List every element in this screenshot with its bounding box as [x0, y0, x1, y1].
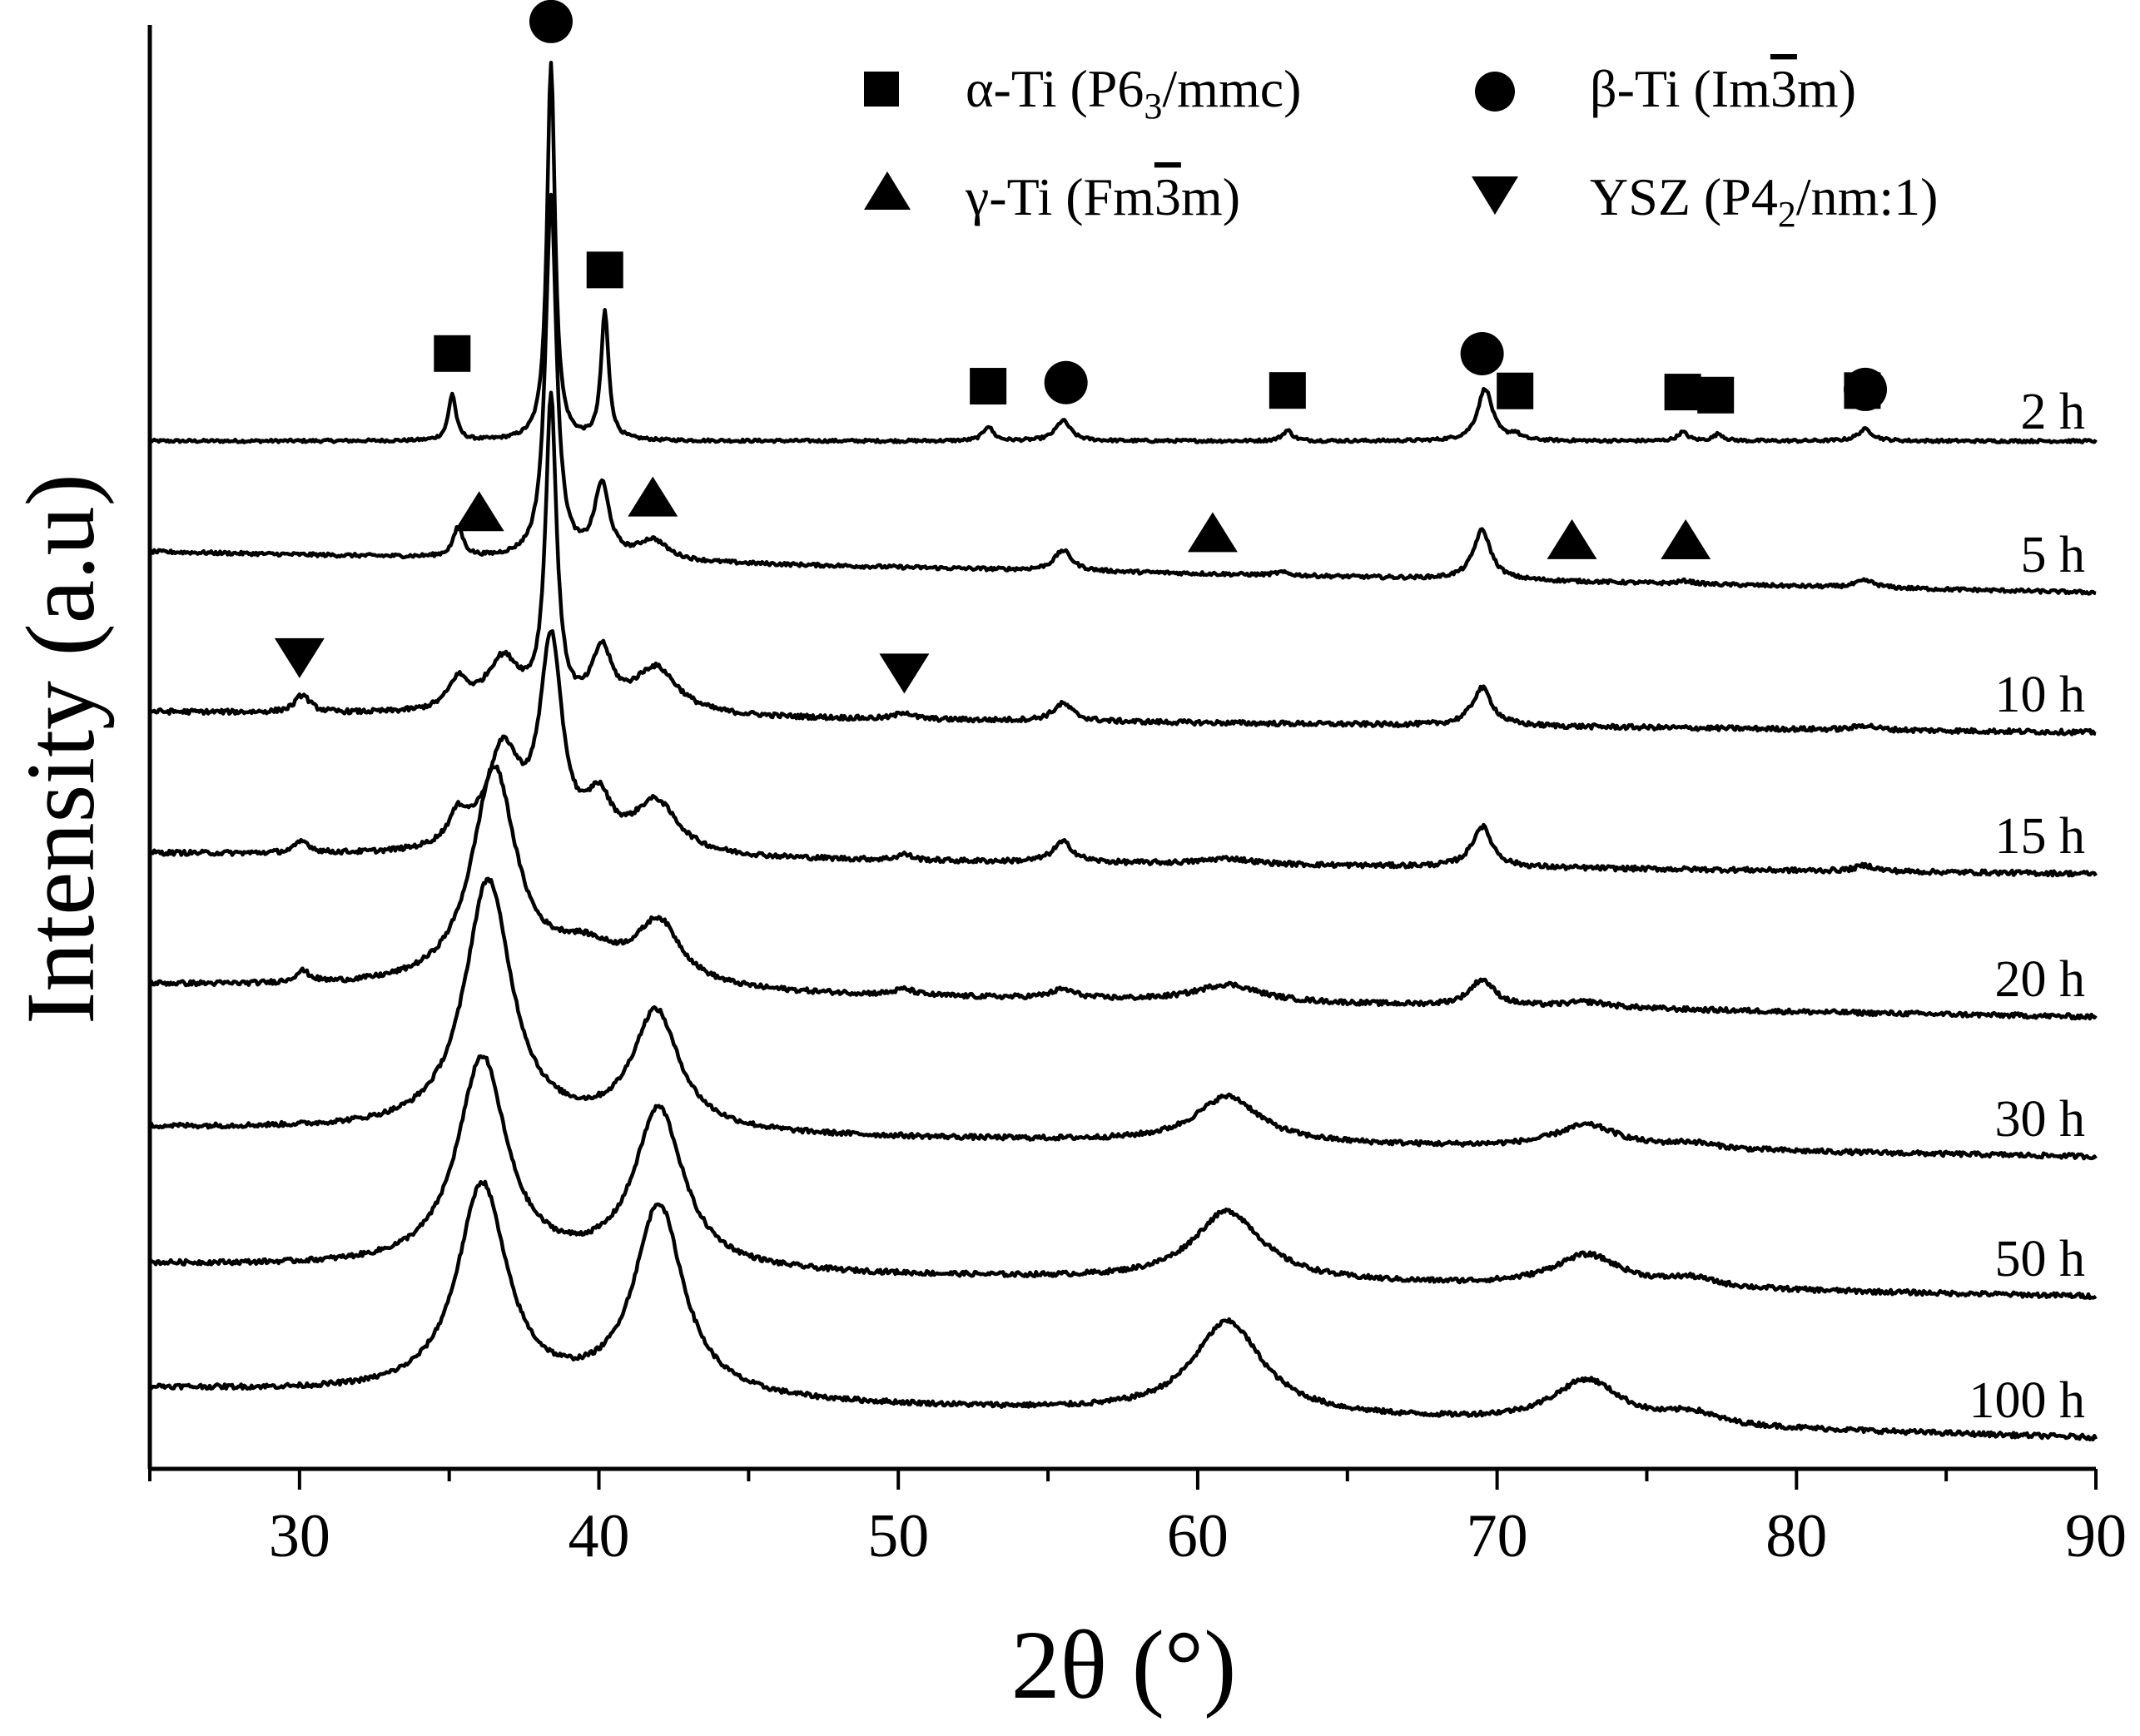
annotation-layer: [274, 0, 1888, 694]
axes: [147, 25, 2096, 1471]
peak-marker-circle: [529, 0, 573, 43]
series-line-2h: [148, 61, 2098, 444]
peak-marker-square: [1697, 376, 1735, 414]
series-label: 100 h: [1969, 1372, 2086, 1429]
legend-marker-beta-ti: [1475, 72, 1515, 112]
x-axis-label: 2θ (°): [1011, 1610, 1237, 1719]
peak-marker-triangle-up: [1187, 512, 1238, 553]
y-axis-label: Intensity (a.u): [6, 474, 115, 1024]
legend-suffix-ysz: /nm:1): [1796, 167, 1939, 226]
legend-over-beta-ti: 3: [1770, 59, 1797, 118]
legend-suffix-beta-ti: m): [1797, 59, 1856, 118]
peak-marker-triangle-up: [454, 491, 504, 532]
series-label: 15 h: [1995, 808, 2086, 865]
peak-marker-triangle-up: [628, 476, 678, 517]
peak-marker-triangle-down: [879, 653, 930, 694]
legend-sub-ysz: 2: [1778, 194, 1796, 235]
peak-marker-triangle-up: [1661, 518, 1711, 559]
series-line-10h: [149, 390, 2097, 737]
peak-marker-square: [1497, 372, 1534, 409]
legend-marker-gamma-ti: [864, 171, 911, 210]
series-line-15h: [148, 629, 2098, 878]
peak-marker-square: [1269, 372, 1306, 409]
legend-suffix-gamma-ti: m): [1181, 167, 1240, 226]
x-tick-label: 60: [1167, 1502, 1229, 1570]
series-line-5h: [149, 192, 2097, 596]
peak-marker-square: [586, 251, 623, 289]
legend-marker-ysz: [1472, 176, 1518, 215]
x-tick-label: 40: [569, 1502, 630, 1570]
legend-label-gamma-ti: γ-Ti (Fm3m): [965, 167, 1240, 226]
peak-marker-square: [1664, 374, 1701, 411]
series-line-50h: [148, 1054, 2098, 1301]
legend-over-gamma-ti: 3: [1154, 167, 1181, 226]
legend-label-ysz: YSZ (P42/nm:1): [1590, 167, 1938, 235]
series-label: 10 h: [1995, 667, 2086, 723]
legend-suffix-alpha-ti: /mmc): [1162, 59, 1301, 118]
x-tick-label: 90: [2065, 1502, 2127, 1570]
legend-marker-alpha-ti: [864, 72, 899, 107]
series-label: 50 h: [1995, 1231, 2086, 1287]
peak-marker-triangle-up: [1547, 518, 1597, 559]
peak-marker-circle: [1460, 332, 1504, 376]
peak-marker-square: [970, 368, 1007, 405]
x-tick-label: 50: [867, 1502, 929, 1570]
series-layer: 2 h 5 h 10 h 15 h 20 h 30 h 50 h 100 h: [147, 61, 2098, 1442]
peak-marker-square: [1844, 372, 1881, 409]
series-line-20h: [149, 764, 2098, 1021]
series-label: 2 h: [2021, 384, 2086, 440]
legend-sub-alpha-ti: 3: [1144, 86, 1162, 126]
series-line-100h: [147, 1179, 2098, 1442]
x-tick-label: 80: [1765, 1502, 1827, 1570]
series-line-30h: [148, 876, 2098, 1161]
peak-marker-square: [434, 335, 471, 372]
x-tick-label: 70: [1467, 1502, 1528, 1570]
legend-label-alpha-ti: α-Ti (P63/mmc): [966, 59, 1301, 126]
x-ticks: 30 40 50 60 70 80 90: [148, 1469, 2127, 1570]
peak-marker-triangle-down: [274, 637, 325, 678]
legend: α-Ti (P63/mmc) β-Ti (Im3m) γ-Ti (Fm3m) Y…: [864, 59, 1938, 235]
series-label: 30 h: [1995, 1091, 2086, 1148]
x-tick-label: 30: [269, 1502, 330, 1570]
series-label: 20 h: [1995, 951, 2086, 1008]
peak-marker-circle: [1044, 360, 1088, 404]
legend-label-beta-ti: β-Ti (Im3m): [1590, 59, 1856, 118]
series-label: 5 h: [2021, 527, 2086, 583]
